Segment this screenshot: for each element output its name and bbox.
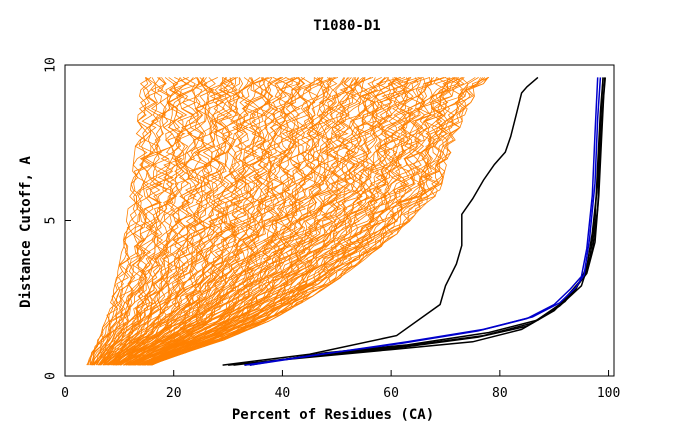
orange-model-line [91,77,181,366]
orange-model-line [151,77,481,366]
x-tick-label: 40 [275,386,291,401]
orange-model-line [141,77,432,366]
chart-title: T1080-D1 [313,18,380,34]
orange-model-line [115,77,306,366]
orange-model-line [136,77,408,366]
orange-model-line [108,77,269,366]
orange-model-line [89,77,153,366]
y-tick-label: 0 [44,372,59,380]
orange-model-line [138,77,422,366]
x-tick-label: 80 [492,386,508,401]
orange-model-line [132,77,401,366]
x-axis-label: Percent of Residues (CA) [232,407,434,423]
orange-model-line [124,77,338,366]
orange-model-line [117,77,321,366]
orange-model-line [133,77,390,366]
orange-model-line [114,77,296,366]
orange-model-line [105,77,253,366]
orange-model-line [93,77,196,366]
orange-model-line [116,77,306,366]
orange-model-line [93,77,200,366]
orange-model-line [106,77,265,366]
orange-model-line [146,77,464,366]
x-tick-label: 0 [61,386,69,401]
orange-model-line [86,77,149,366]
orange-model-line [125,77,354,366]
orange-model-line [143,77,455,366]
orange-model-line [86,77,152,366]
orange-model-line [113,77,282,366]
orange-model-line [144,77,460,366]
orange-model-line [146,77,461,366]
orange-model-line [131,77,372,366]
orange-model-line [129,77,374,366]
orange-model-line [112,77,288,366]
orange-model-line [99,77,218,366]
x-tick-label: 20 [166,386,182,401]
orange-model-line [100,77,226,366]
orange-model-line [119,77,328,366]
orange-model-line [112,77,287,366]
orange-model-line [147,77,469,366]
axis-ticks: 0 20 40 60 80 100 0 5 10 [44,57,621,401]
black-series-line [222,76,539,366]
orange-model-line [151,77,489,366]
orange-model-line [111,77,281,366]
orange-model-line [119,77,323,366]
orange-model-line [128,77,372,366]
orange-model-line [141,77,455,366]
black-series-line [228,77,604,366]
orange-model-line [110,77,272,366]
orange-model-line [123,77,334,366]
orange-model-line [89,77,172,366]
orange-model-line [104,77,241,366]
orange-model-line [127,77,358,366]
orange-model-line [108,77,267,366]
orange-model-line [91,77,171,366]
y-tick-label: 10 [44,57,59,73]
orange-model-line [120,77,335,366]
plot-lines [86,76,607,366]
x-tick-label: 100 [597,386,620,401]
orange-model-line [120,77,339,366]
orange-model-line [128,77,366,366]
orange-model-line [145,77,460,366]
orange-model-line [93,77,194,366]
orange-model-line [127,77,360,366]
orange-model-line [89,77,159,366]
orange-model-line [132,77,388,366]
orange-model-line [96,77,201,366]
orange-model-line [129,77,368,366]
orange-model-line [133,77,394,366]
y-tick-label: 5 [44,217,59,225]
blue-series-line [249,77,602,366]
black-series-line [233,77,604,366]
orange-model-line [97,77,204,366]
orange-model-line [92,77,187,366]
orange-model-line [139,77,423,366]
orange-model-line [117,77,313,366]
orange-model-line [145,77,449,366]
x-tick-label: 60 [383,386,399,401]
orange-model-line [113,77,284,366]
orange-model-line [107,77,261,366]
y-axis-label: Distance Cutoff, A [18,156,34,308]
